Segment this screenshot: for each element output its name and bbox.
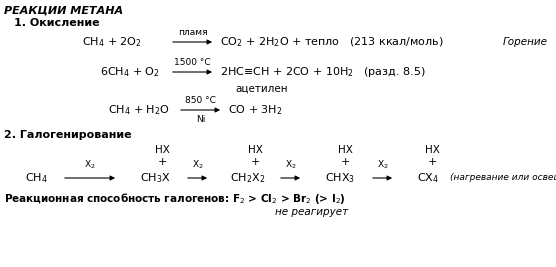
- Text: 1. Окисление: 1. Окисление: [14, 18, 100, 28]
- Text: +: +: [250, 157, 260, 167]
- Text: пламя: пламя: [178, 28, 207, 37]
- Text: Горение: Горение: [503, 37, 548, 47]
- Text: HX: HX: [247, 145, 262, 155]
- Text: (нагревание или освещение): (нагревание или освещение): [450, 174, 556, 183]
- Text: X$_2$: X$_2$: [192, 159, 204, 171]
- Text: CH$_4$ + 2O$_2$: CH$_4$ + 2O$_2$: [82, 35, 142, 49]
- Text: CH$_2$X$_2$: CH$_2$X$_2$: [230, 171, 266, 185]
- Text: 850 °C: 850 °C: [185, 96, 216, 105]
- Text: X$_2$: X$_2$: [285, 159, 297, 171]
- Text: X$_2$: X$_2$: [377, 159, 389, 171]
- Text: CH$_4$ + H$_2$O: CH$_4$ + H$_2$O: [108, 103, 170, 117]
- Text: +: +: [157, 157, 167, 167]
- Text: CX$_4$: CX$_4$: [417, 171, 439, 185]
- Text: CHX$_3$: CHX$_3$: [325, 171, 355, 185]
- Text: РЕАКЦИИ МЕТАНА: РЕАКЦИИ МЕТАНА: [4, 6, 123, 16]
- Text: +: +: [340, 157, 350, 167]
- Text: HX: HX: [337, 145, 353, 155]
- Text: CO$_2$ + 2H$_2$O + тепло   (213 ккал/моль): CO$_2$ + 2H$_2$O + тепло (213 ккал/моль): [220, 35, 444, 49]
- Text: не реагирует: не реагирует: [275, 207, 349, 217]
- Text: 2HC≡CH + 2CO + 10H$_2$   (разд. 8.5): 2HC≡CH + 2CO + 10H$_2$ (разд. 8.5): [220, 65, 425, 79]
- Text: Ni: Ni: [196, 115, 205, 124]
- Text: CH$_3$X: CH$_3$X: [140, 171, 170, 185]
- Text: 2. Галогенирование: 2. Галогенирование: [4, 130, 132, 140]
- Text: HX: HX: [155, 145, 170, 155]
- Text: CH$_4$: CH$_4$: [24, 171, 47, 185]
- Text: 1500 °C: 1500 °C: [174, 58, 211, 67]
- Text: HX: HX: [425, 145, 439, 155]
- Text: ацетилен: ацетилен: [236, 84, 289, 94]
- Text: 6CH$_4$ + O$_2$: 6CH$_4$ + O$_2$: [100, 65, 160, 79]
- Text: X$_2$: X$_2$: [84, 159, 96, 171]
- Text: CO + 3H$_2$: CO + 3H$_2$: [228, 103, 282, 117]
- Text: +: +: [428, 157, 436, 167]
- Text: Реакционная способность галогенов: F$_2$ > Cl$_2$ > Br$_2$ (> I$_2$): Реакционная способность галогенов: F$_2$…: [4, 190, 346, 206]
